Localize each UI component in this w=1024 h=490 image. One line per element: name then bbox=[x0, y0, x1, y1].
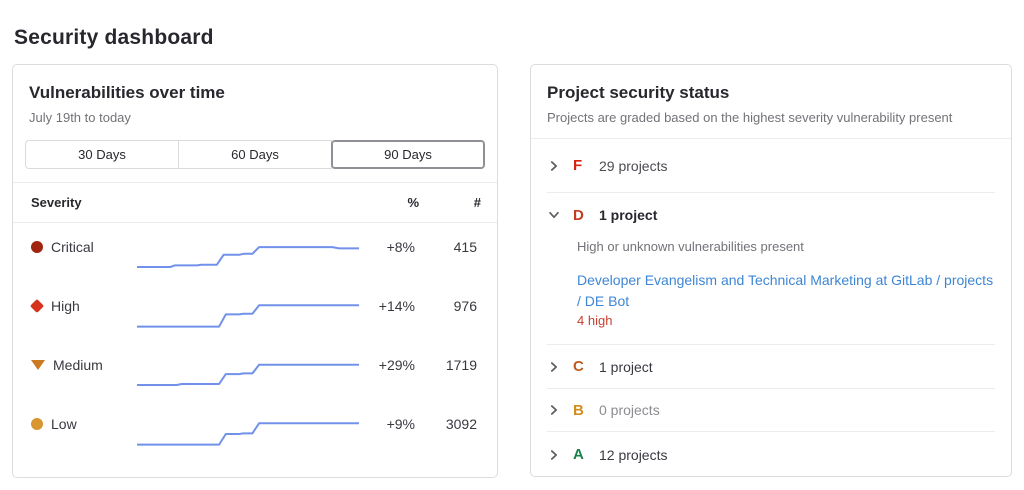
vulnerability-count: 415 bbox=[453, 239, 477, 255]
table-row-critical: Critical +8% 415 bbox=[29, 238, 481, 297]
date-range-label: July 19th to today bbox=[29, 110, 131, 125]
divider bbox=[547, 388, 995, 389]
range-button-30-days[interactable]: 30 Days bbox=[25, 140, 179, 169]
grade-row-c[interactable]: C 1 project bbox=[547, 345, 995, 388]
severity-label: High bbox=[51, 298, 80, 314]
grade-description: High or unknown vulnerabilities present bbox=[577, 239, 804, 254]
chevron-right-icon[interactable] bbox=[547, 360, 561, 374]
grade-badge-b: B bbox=[573, 401, 584, 419]
range-button-60-days[interactable]: 60 Days bbox=[178, 140, 332, 169]
grade-badge-a: A bbox=[573, 446, 584, 463]
severity-table-header: Severity % # bbox=[29, 183, 481, 222]
severity-rows: Critical +8% 415 High +14% 976 Medium bbox=[29, 223, 481, 474]
vulnerability-count: 1719 bbox=[445, 357, 477, 373]
severity-legend: Critical bbox=[31, 238, 137, 256]
percent-column-header: % bbox=[407, 195, 419, 210]
grade-project-count: 1 project bbox=[599, 358, 653, 375]
severity-label: Critical bbox=[51, 239, 94, 255]
vulnerability-count: 976 bbox=[453, 298, 477, 314]
divider bbox=[547, 192, 995, 193]
divider bbox=[531, 138, 1011, 139]
severity-low-icon bbox=[31, 418, 43, 430]
page-title: Security dashboard bbox=[14, 26, 214, 50]
severity-medium-icon bbox=[31, 360, 45, 370]
grade-badge-c: C bbox=[573, 358, 584, 375]
table-row-low: Low +9% 3092 bbox=[29, 415, 481, 474]
chevron-right-icon[interactable] bbox=[547, 159, 561, 173]
vulnerabilities-over-time-card: Vulnerabilities over time July 19th to t… bbox=[12, 64, 498, 478]
table-row-medium: Medium +29% 1719 bbox=[29, 356, 481, 415]
grade-d-expanded-panel: High or unknown vulnerabilities present … bbox=[577, 237, 995, 344]
severity-legend: Low bbox=[31, 415, 137, 433]
grade-badge-d: D bbox=[573, 206, 584, 224]
chevron-right-icon[interactable] bbox=[547, 403, 561, 417]
severity-high-icon bbox=[29, 298, 45, 314]
divider bbox=[13, 182, 497, 183]
grade-project-count: 0 projects bbox=[599, 402, 660, 418]
grade-project-count: 29 projects bbox=[599, 157, 668, 174]
vulnerability-count: 3092 bbox=[445, 416, 477, 432]
divider bbox=[547, 431, 995, 432]
severity-label: Low bbox=[51, 416, 77, 432]
medium-trend-sparkline bbox=[137, 363, 359, 386]
project-vulnerability-count: 4 high bbox=[577, 313, 613, 328]
trend-percent: +9% bbox=[386, 416, 415, 432]
severity-column-header: Severity bbox=[31, 195, 82, 210]
project-status-card-subtitle: Projects are graded based on the highest… bbox=[547, 110, 953, 125]
grade-project-count: 12 projects bbox=[599, 446, 668, 463]
high-trend-sparkline bbox=[137, 304, 359, 328]
range-button-90-days[interactable]: 90 Days bbox=[331, 140, 485, 169]
grade-row-f[interactable]: F 29 projects bbox=[547, 139, 995, 192]
chevron-down-icon[interactable] bbox=[547, 208, 561, 222]
grade-row-b[interactable]: B 0 projects bbox=[547, 389, 995, 431]
count-column-header: # bbox=[473, 195, 481, 210]
divider bbox=[13, 222, 497, 223]
grade-row-d[interactable]: D 1 project bbox=[547, 193, 995, 237]
project-status-card-title: Project security status bbox=[547, 83, 730, 102]
day-range-segmented-control: 30 Days 60 Days 90 Days bbox=[25, 140, 485, 169]
low-trend-sparkline bbox=[137, 422, 359, 446]
severity-legend: Medium bbox=[31, 356, 137, 374]
severity-legend: High bbox=[29, 297, 137, 315]
trend-percent: +8% bbox=[386, 239, 415, 255]
trend-percent: +29% bbox=[378, 357, 415, 373]
trend-percent: +14% bbox=[378, 298, 415, 314]
severity-label: Medium bbox=[53, 357, 103, 373]
critical-trend-sparkline bbox=[137, 246, 359, 268]
grade-badge-f: F bbox=[573, 157, 583, 174]
vulnerabilities-card-title: Vulnerabilities over time bbox=[29, 83, 225, 102]
divider bbox=[547, 344, 995, 345]
table-row-high: High +14% 976 bbox=[29, 297, 481, 356]
project-security-status-card: Project security status Projects are gra… bbox=[530, 64, 1012, 477]
project-link[interactable]: Developer Evangelism and Technical Marke… bbox=[577, 272, 994, 309]
grade-row-a[interactable]: A 12 projects bbox=[547, 432, 995, 476]
chevron-right-icon[interactable] bbox=[547, 448, 561, 462]
grade-project-count: 1 project bbox=[599, 207, 658, 223]
severity-critical-icon bbox=[31, 241, 43, 253]
